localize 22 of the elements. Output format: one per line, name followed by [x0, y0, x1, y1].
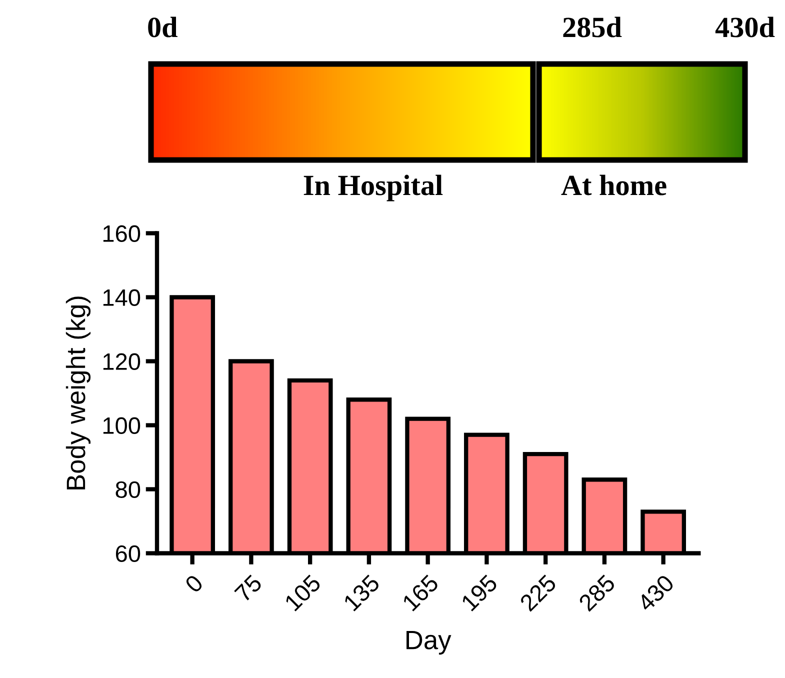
x-tick-label: 430 — [636, 574, 675, 612]
x-tick-label: 75 — [234, 574, 263, 603]
y-axis-title: Body weight (kg) — [66, 296, 91, 490]
x-tick-label: 285 — [578, 574, 616, 612]
text: 285d — [563, 16, 622, 38]
x-tick-label: 195 — [460, 574, 498, 612]
x-tick-label: 225 — [519, 574, 558, 612]
x-tick-label: 105 — [284, 574, 322, 612]
x-tick-label: 0 — [184, 574, 204, 594]
y-tick-label: 100 — [103, 417, 140, 434]
x-tick-label: 165 — [402, 574, 440, 612]
text: 430d — [715, 16, 775, 38]
text: 0d — [148, 16, 178, 38]
text: At home — [561, 174, 666, 196]
x-tick-label: 135 — [342, 574, 381, 612]
y-tick-label: 160 — [103, 225, 140, 242]
y-tick-label: 60 — [116, 545, 140, 562]
y-tick-label: 120 — [103, 353, 140, 370]
text: In Hospital — [304, 174, 443, 202]
x-axis-title: Day — [406, 630, 452, 655]
y-tick-label: 140 — [103, 289, 140, 306]
y-tick-label: 80 — [116, 481, 140, 498]
